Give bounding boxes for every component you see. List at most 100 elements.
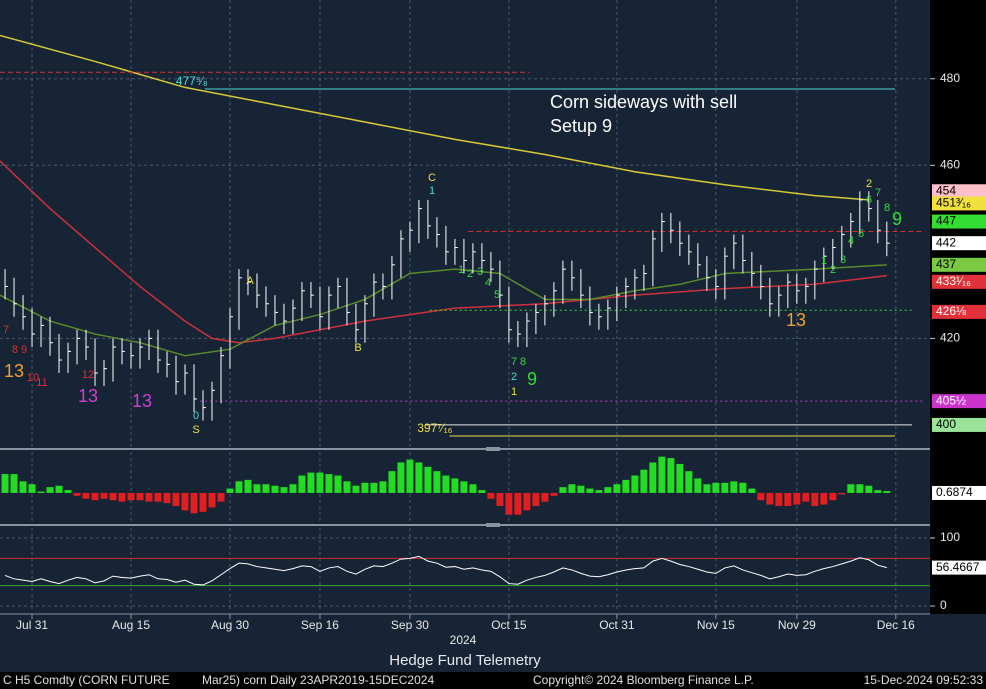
sequence-count: 4 xyxy=(848,235,854,247)
value-tag xyxy=(932,560,986,575)
histogram-bar xyxy=(469,484,477,493)
histogram-bar xyxy=(271,485,279,493)
copyright: Copyright© 2024 Bloomberg Finance L.P. xyxy=(533,673,754,687)
histogram-bar xyxy=(181,492,189,511)
sequence-count: 3 xyxy=(477,266,483,278)
histogram-bar xyxy=(460,481,468,493)
histogram-bar xyxy=(208,492,216,508)
value-tag-label: 56.4667 xyxy=(936,560,980,574)
footer-bar xyxy=(0,672,986,689)
y-tick-label: 420 xyxy=(940,331,960,345)
histogram-bar xyxy=(577,485,585,493)
histogram-bar xyxy=(10,474,18,493)
x-tick-label: Dec 16 xyxy=(877,618,915,632)
histogram-bar xyxy=(622,479,630,493)
histogram-bar xyxy=(865,485,873,493)
histogram-bar xyxy=(757,492,765,501)
histogram-bar xyxy=(739,482,747,493)
sequence-count: 10 xyxy=(27,372,39,384)
histogram-bar xyxy=(586,488,594,493)
value-tag xyxy=(932,485,986,500)
histogram-bar xyxy=(649,462,657,493)
sequence-count: 1 xyxy=(429,185,435,197)
sequence-count: 13 xyxy=(132,391,152,411)
histogram-bar xyxy=(613,484,621,493)
x-tick-label: Nov 15 xyxy=(697,618,735,632)
value-tag-label: 0.6874 xyxy=(936,485,973,499)
sequence-count: 2 xyxy=(830,264,836,276)
histogram-bar xyxy=(325,474,333,493)
ticker: C H5 Comdty (CORN FUTURE xyxy=(3,673,170,687)
histogram-bar xyxy=(1,474,9,493)
sequence-count: 7 xyxy=(511,356,517,368)
price-tag-label: 447 xyxy=(936,214,956,228)
sequence-count: C xyxy=(428,172,436,184)
histogram-bar xyxy=(307,472,315,493)
price-tag xyxy=(932,304,986,319)
histogram-bar xyxy=(532,492,540,507)
level-label: 477⁵⁄₈ xyxy=(176,74,208,88)
histogram-bar xyxy=(82,492,90,499)
histogram-bar xyxy=(874,490,882,493)
histogram-bar xyxy=(523,492,531,511)
plot-background xyxy=(0,0,930,672)
histogram-bar xyxy=(235,481,243,493)
sequence-count: 2 xyxy=(866,178,872,190)
y-tick-label: 460 xyxy=(940,157,960,171)
sequence-count: 6 xyxy=(866,194,872,206)
price-tag-label: 454 xyxy=(936,183,956,197)
histogram-bar xyxy=(73,492,81,496)
histogram-bar xyxy=(37,491,45,493)
price-tag-label: 451³⁄₁₆ xyxy=(936,196,971,210)
histogram-bar xyxy=(163,492,171,504)
histogram-bar xyxy=(775,492,783,507)
moving-average xyxy=(0,264,887,357)
histogram-bar xyxy=(253,484,261,493)
series-info: Mar25) corn Daily 23APR2019-15DEC2024 xyxy=(202,673,434,687)
price-tag xyxy=(932,417,986,432)
histogram-bar xyxy=(280,487,288,493)
histogram-bar xyxy=(199,492,207,512)
sequence-count: 7 xyxy=(3,324,9,336)
histogram-bar xyxy=(64,490,72,493)
histogram-bar xyxy=(514,492,522,515)
sequence-count: 9 xyxy=(527,369,537,389)
histogram-bar xyxy=(802,492,810,502)
histogram-bar xyxy=(91,492,99,501)
histogram-bar xyxy=(820,492,828,505)
histogram-bar xyxy=(397,462,405,493)
divider-handle xyxy=(486,523,500,527)
sequence-count: B xyxy=(354,342,361,354)
annotation: Corn sideways with sell xyxy=(550,92,737,112)
moving-average xyxy=(0,34,869,201)
histogram-bar xyxy=(676,463,684,493)
histogram-bar xyxy=(316,472,324,493)
histogram-bar xyxy=(298,475,306,493)
histogram-bar xyxy=(541,492,549,502)
sequence-count: 1 xyxy=(511,386,517,398)
histogram-bar xyxy=(361,482,369,493)
sequence-count: 5 xyxy=(858,228,864,240)
histogram-bar xyxy=(379,481,387,493)
histogram-bar xyxy=(694,478,702,493)
sequence-count: 13 xyxy=(786,310,806,330)
sequence-count: 13 xyxy=(78,386,98,406)
histogram-bar xyxy=(658,456,666,493)
histogram-bar xyxy=(604,487,612,493)
histogram-bar xyxy=(505,492,513,515)
histogram-bar xyxy=(631,475,639,493)
x-tick-label: Jul 31 xyxy=(16,618,48,632)
histogram-bar xyxy=(172,492,180,507)
histogram-bar xyxy=(559,487,567,493)
price-tag xyxy=(932,257,986,272)
histogram-bar xyxy=(730,481,738,493)
histogram-bar xyxy=(118,492,126,502)
x-tick-label: Oct 15 xyxy=(491,618,527,632)
histogram-bar xyxy=(262,484,270,493)
histogram-bar xyxy=(334,475,342,493)
histogram-bar xyxy=(703,484,711,493)
histogram-bar xyxy=(487,492,495,499)
histogram-bar xyxy=(721,482,729,493)
sequence-count: 0 xyxy=(193,410,199,422)
